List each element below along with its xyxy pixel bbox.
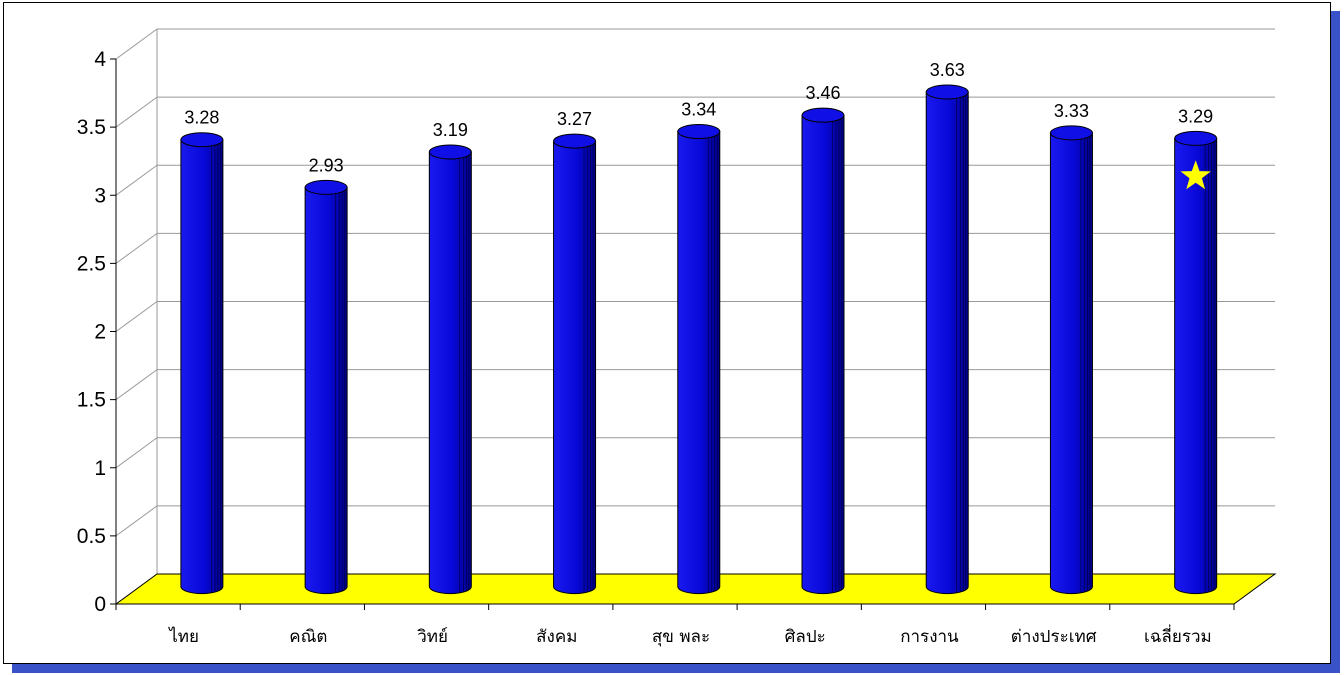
- side-gridline: [115, 164, 158, 196]
- y-tick-label: 1: [94, 457, 106, 480]
- bar-top: [801, 107, 845, 123]
- side-gridline: [115, 28, 158, 60]
- bar-body: [925, 91, 969, 595]
- bar-body: [677, 131, 721, 595]
- side-gridline: [115, 505, 158, 537]
- chart-frame: 0 0.5 1 1.5 2 2.5 3 3.5 4 3.28 ไทย 2.93 คณิต 3.19 วิท…: [3, 2, 1331, 664]
- data-label: 3.34: [681, 100, 716, 120]
- x-tick-label: วิทย์: [417, 627, 448, 647]
- side-gridline: [115, 96, 158, 128]
- bar-top: [304, 179, 348, 195]
- y-tick-label: 2.5: [77, 252, 106, 275]
- bar: [1174, 130, 1218, 595]
- y-tick-label: 2: [94, 321, 106, 344]
- bar-top: [1174, 130, 1218, 146]
- side-gridline: [115, 369, 158, 401]
- data-label: 3.63: [930, 60, 965, 80]
- axis-layer: 0 0.5 1 1.5 2 2.5 3 3.5 4: [77, 48, 1235, 616]
- bar: [677, 124, 721, 595]
- side-gridline: [115, 437, 158, 469]
- y-tick-label: 1.5: [77, 389, 106, 412]
- x-tick-label: ต่างประเทศ: [1011, 627, 1097, 647]
- bar-body: [1049, 132, 1093, 595]
- bar-body: [553, 140, 597, 595]
- x-tick-label: ศิลปะ: [785, 627, 826, 647]
- x-tick-label: สังคม: [536, 627, 577, 647]
- y-tick-label: 3: [94, 184, 106, 207]
- data-label: 3.27: [557, 109, 592, 129]
- bar-top: [180, 132, 224, 148]
- bar: [428, 144, 472, 595]
- labels-layer: 3.28 ไทย 2.93 คณิต 3.19 วิทย์ 3.27 สังคม 3.34 สุข…: [167, 60, 1213, 647]
- bar-body: [180, 139, 224, 595]
- bar-body: [428, 151, 472, 595]
- bar: [925, 84, 969, 595]
- x-tick-label: คณิต: [289, 627, 327, 647]
- bar-top: [925, 84, 969, 100]
- data-label: 3.28: [184, 108, 219, 128]
- bar-top: [428, 144, 472, 160]
- star-icon: [1180, 160, 1211, 190]
- x-tick-label: ไทย: [167, 626, 199, 647]
- data-label: 3.29: [1178, 106, 1213, 126]
- bar-body: [1174, 137, 1218, 595]
- bar-body: [801, 114, 845, 595]
- x-tick-label: เฉลี่ยรวม: [1144, 624, 1212, 647]
- y-tick-label: 0: [94, 593, 106, 616]
- bar: [553, 133, 597, 595]
- bars-layer: [180, 84, 1218, 595]
- bar-chart: 0 0.5 1 1.5 2 2.5 3 3.5 4 3.28 ไทย 2.93 คณิต 3.19 วิท…: [77, 28, 1277, 647]
- bar-top: [677, 124, 721, 140]
- data-label: 2.93: [309, 155, 344, 175]
- bar-top: [553, 133, 597, 149]
- bar: [180, 132, 224, 595]
- y-tick-label: 0.5: [77, 525, 106, 548]
- side-gridline: [115, 232, 158, 264]
- bar: [1049, 125, 1093, 595]
- y-tick-label: 4: [94, 48, 106, 71]
- data-label: 3.19: [433, 120, 468, 140]
- bar-body: [304, 186, 348, 595]
- side-gridline: [115, 301, 158, 332]
- bar: [304, 179, 348, 595]
- x-tick-label: การงาน: [900, 627, 959, 647]
- x-tick-label: สุข พละ: [652, 627, 710, 647]
- data-label: 3.33: [1054, 101, 1089, 121]
- bar-top: [1049, 125, 1093, 141]
- y-tick-label: 3.5: [77, 116, 106, 139]
- bar: [801, 107, 845, 595]
- data-label: 3.46: [805, 83, 840, 103]
